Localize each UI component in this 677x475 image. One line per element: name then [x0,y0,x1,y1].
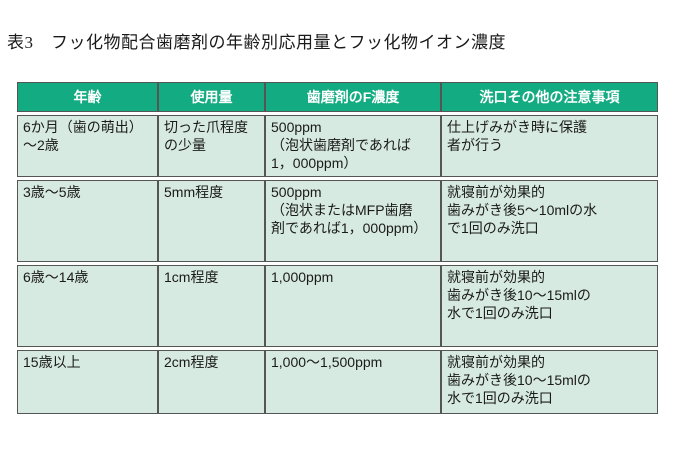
page-title: 表3 フッ化物配合歯磨剤の年齢別応用量とフッ化物イオン濃度 [7,33,506,52]
cell-concentration: 500ppm （泡状またはMFP歯磨 剤であれば1，000ppm） [265,179,441,262]
cell-amount: 2cm程度 [158,349,265,414]
cell-amount: 5mm程度 [158,179,265,262]
cell-notes: 仕上げみがき時に保護 者が行う [441,115,658,177]
header-age: 年齢 [17,82,158,112]
header-rinse-notes: 洗口その他の注意事項 [441,82,658,112]
header-amount: 使用量 [158,82,265,112]
cell-age: 3歳～5歳 [17,179,158,262]
table-row: 6か月（歯の萌出） ～2歳 切った爪程度 の少量 500ppm （泡状歯磨剤であ… [17,115,658,177]
cell-concentration: 1,000～1,500ppm [265,349,441,414]
cell-amount: 切った爪程度 の少量 [158,115,265,177]
header-row: 年齢 使用量 歯磨剤のF濃度 洗口その他の注意事項 [17,82,658,112]
cell-age: 6か月（歯の萌出） ～2歳 [17,115,158,177]
cell-concentration: 1,000ppm [265,264,441,347]
header-f-concentration: 歯磨剤のF濃度 [265,82,441,112]
table-row: 3歳～5歳 5mm程度 500ppm （泡状またはMFP歯磨 剤であれば1，00… [17,179,658,262]
table-row: 6歳～14歳 1cm程度 1,000ppm 就寝前が効果的 歯みがき後10～15… [17,264,658,347]
cell-amount: 1cm程度 [158,264,265,347]
cell-notes: 就寝前が効果的 歯みがき後10～15mlの 水で1回のみ洗口 [441,264,658,347]
cell-age: 15歳以上 [17,349,158,414]
cell-concentration: 500ppm （泡状歯磨剤であれば 1，000ppm） [265,115,441,177]
cell-age: 6歳～14歳 [17,264,158,347]
cell-notes: 就寝前が効果的 歯みがき後5～10mlの水 で1回のみ洗口 [441,179,658,262]
table-row: 15歳以上 2cm程度 1,000～1,500ppm 就寝前が効果的 歯みがき後… [17,349,658,414]
cell-notes: 就寝前が効果的 歯みがき後10～15mlの 水で1回のみ洗口 [441,349,658,414]
fluoride-dosage-table: 年齢 使用量 歯磨剤のF濃度 洗口その他の注意事項 6か月（歯の萌出） ～2歳 … [17,79,658,417]
